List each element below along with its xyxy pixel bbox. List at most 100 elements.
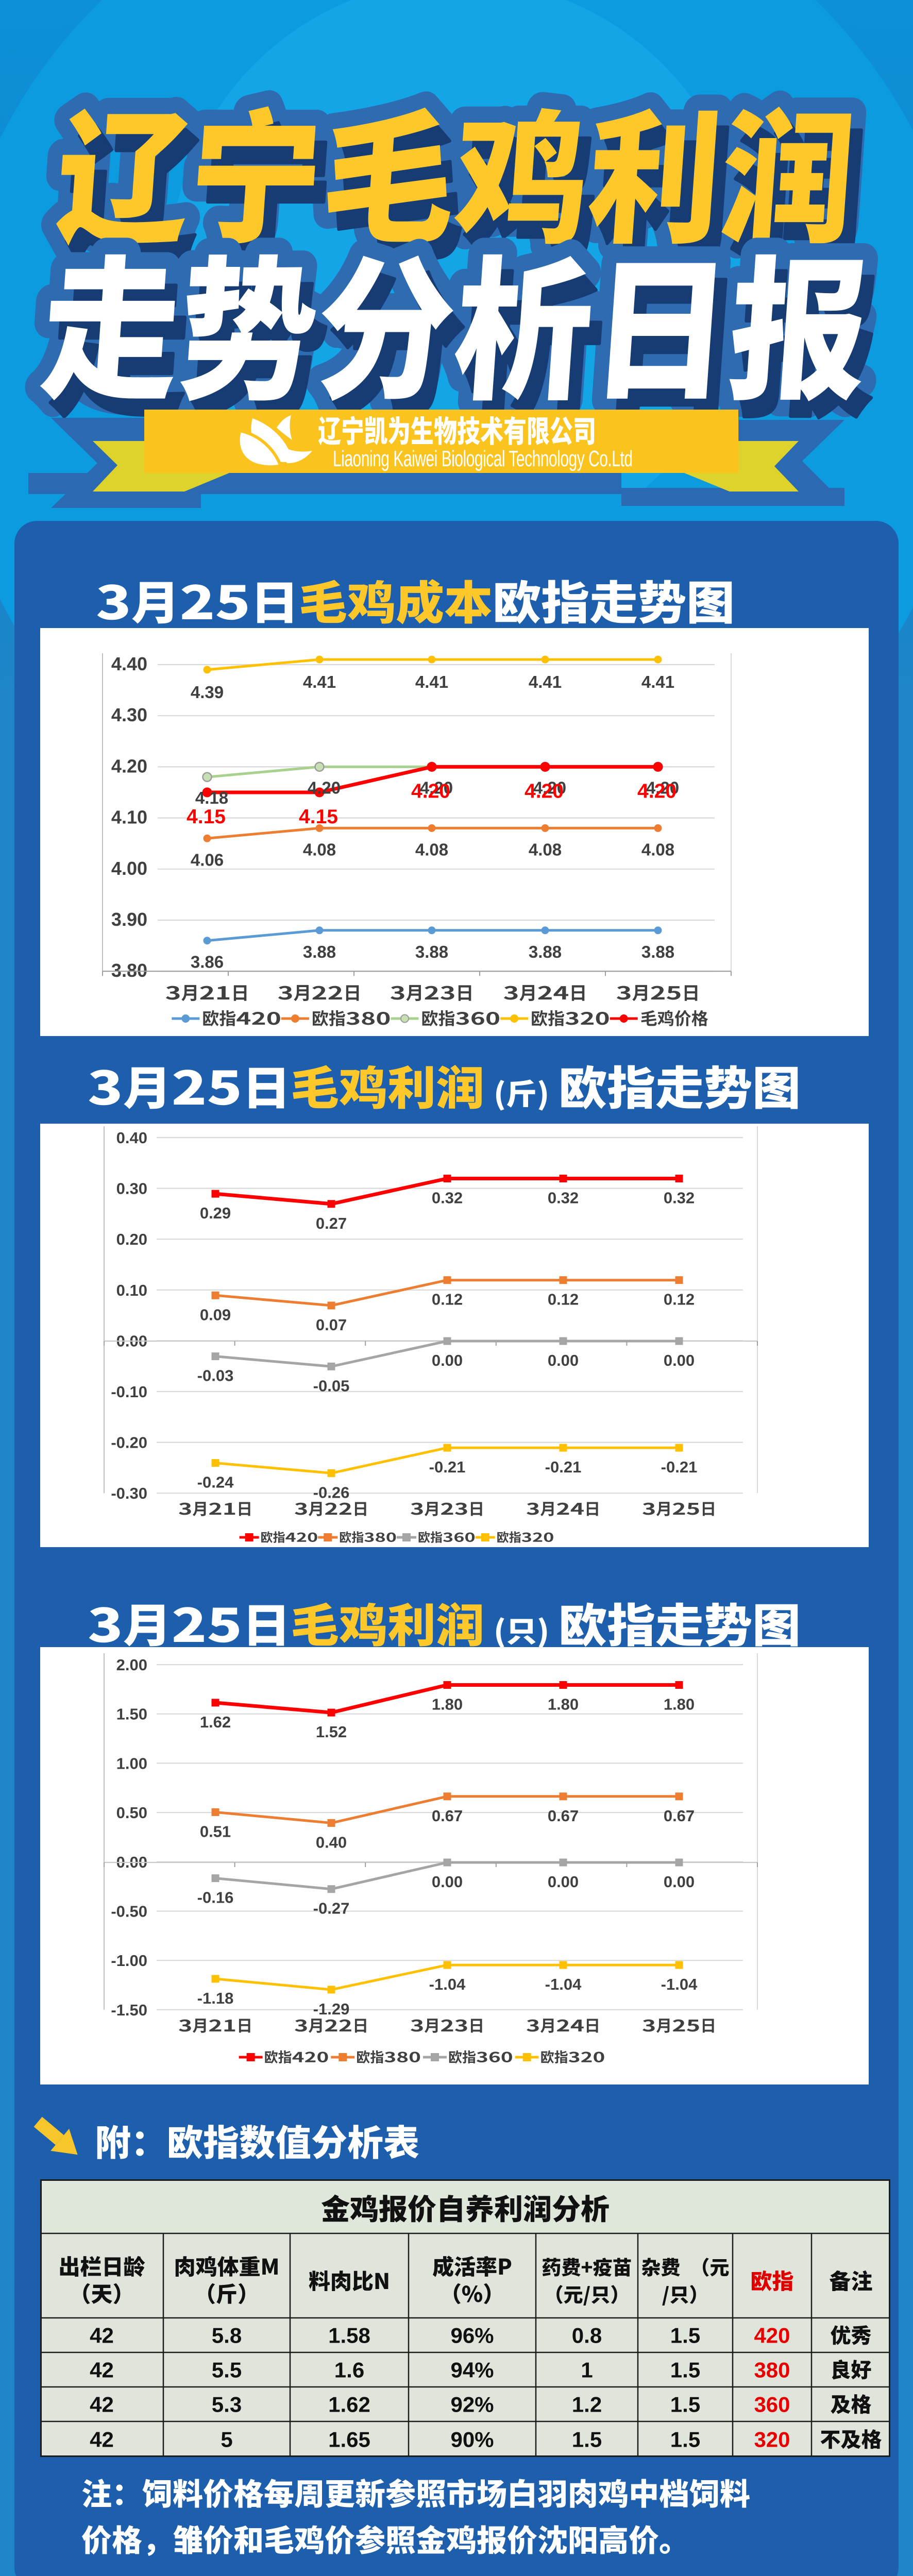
svg-text:Liaoning Kaiwei Biological Tec: Liaoning Kaiwei Biological Technology Co…	[333, 446, 633, 471]
svg-text:1.5: 1.5	[670, 2358, 700, 2382]
svg-text:5.8: 5.8	[212, 2324, 242, 2348]
svg-text:-0.10: -0.10	[111, 1383, 147, 1401]
svg-text:-0.30: -0.30	[111, 1484, 147, 1502]
svg-text:3.80: 3.80	[111, 960, 147, 981]
svg-text:3.88: 3.88	[303, 942, 336, 961]
svg-text:-0.20: -0.20	[111, 1434, 147, 1452]
svg-text:1.2: 1.2	[572, 2393, 602, 2417]
svg-text:-1.00: -1.00	[111, 1952, 147, 1970]
svg-text:1.6: 1.6	[334, 2358, 364, 2382]
svg-text:1.5: 1.5	[572, 2428, 602, 2452]
svg-text:0.12: 0.12	[664, 1291, 695, 1309]
svg-text:42: 42	[90, 2428, 114, 2452]
svg-text:2.00: 2.00	[116, 1656, 147, 1674]
svg-text:3.88: 3.88	[529, 942, 562, 961]
svg-text:-1.18: -1.18	[197, 1989, 234, 2007]
svg-text:320: 320	[754, 2428, 790, 2452]
svg-text:0.00: 0.00	[432, 1351, 463, 1369]
svg-text:-1.29: -1.29	[313, 2000, 350, 2018]
svg-text:1.80: 1.80	[548, 1695, 579, 1713]
svg-text:1.50: 1.50	[116, 1705, 147, 1723]
svg-text:4.20: 4.20	[111, 755, 147, 776]
svg-text:4.08: 4.08	[641, 840, 674, 859]
svg-text:0.10: 0.10	[116, 1281, 147, 1299]
svg-text:4.39: 4.39	[191, 683, 224, 702]
svg-text:1.58: 1.58	[328, 2324, 370, 2348]
svg-text:0.00: 0.00	[664, 1873, 695, 1891]
svg-text:1.62: 1.62	[328, 2393, 370, 2417]
svg-text:1.52: 1.52	[316, 1723, 347, 1741]
svg-text:4.20: 4.20	[308, 778, 341, 797]
svg-text:4.06: 4.06	[191, 850, 224, 869]
svg-text:0.00: 0.00	[664, 1351, 695, 1369]
svg-text:4.20: 4.20	[420, 778, 453, 797]
svg-text:1.5: 1.5	[670, 2428, 700, 2452]
svg-text:0.32: 0.32	[548, 1189, 579, 1207]
svg-text:0.40: 0.40	[116, 1129, 147, 1147]
svg-text:4.08: 4.08	[529, 840, 562, 859]
svg-text:42: 42	[90, 2324, 114, 2348]
svg-text:42: 42	[90, 2358, 114, 2382]
svg-text:-1.04: -1.04	[429, 1975, 466, 1993]
svg-text:4.18: 4.18	[195, 788, 228, 807]
svg-text:-0.03: -0.03	[197, 1367, 234, 1385]
svg-text:-0.21: -0.21	[545, 1458, 582, 1476]
svg-text:4.15: 4.15	[187, 806, 226, 828]
svg-text:42: 42	[90, 2393, 114, 2417]
svg-text:4.08: 4.08	[303, 840, 336, 859]
svg-text:4.08: 4.08	[415, 840, 448, 859]
svg-text:0.12: 0.12	[432, 1291, 463, 1309]
svg-text:0.27: 0.27	[316, 1214, 347, 1232]
svg-text:0.00: 0.00	[548, 1873, 579, 1891]
svg-text:4.41: 4.41	[641, 672, 674, 691]
svg-text:0.50: 0.50	[116, 1804, 147, 1822]
svg-text:4.00: 4.00	[111, 858, 147, 879]
svg-text:4.40: 4.40	[111, 653, 147, 674]
svg-text:4.30: 4.30	[111, 704, 147, 725]
svg-text:1.80: 1.80	[432, 1695, 463, 1713]
svg-text:4.15: 4.15	[299, 806, 338, 828]
svg-text:-0.26: -0.26	[313, 1483, 350, 1501]
svg-text:-0.50: -0.50	[111, 1903, 147, 1921]
svg-text:1.5: 1.5	[670, 2324, 700, 2348]
svg-text:3.88: 3.88	[641, 942, 674, 961]
svg-text:4.20: 4.20	[411, 780, 450, 802]
svg-text:-0.27: -0.27	[313, 1900, 350, 1918]
svg-text:0.29: 0.29	[200, 1204, 231, 1222]
svg-text:0.32: 0.32	[664, 1189, 695, 1207]
svg-text:-0.05: -0.05	[313, 1377, 350, 1395]
svg-text:4.41: 4.41	[529, 672, 562, 691]
svg-text:4.41: 4.41	[415, 672, 448, 691]
svg-text:1.62: 1.62	[200, 1713, 231, 1731]
svg-text:0.8: 0.8	[572, 2324, 602, 2348]
svg-text:0.09: 0.09	[200, 1306, 231, 1324]
svg-text:0.67: 0.67	[664, 1807, 695, 1825]
svg-text:96%: 96%	[450, 2324, 494, 2348]
svg-text:92%: 92%	[450, 2393, 494, 2417]
svg-text:1.80: 1.80	[664, 1695, 695, 1713]
svg-text:0.51: 0.51	[200, 1822, 231, 1840]
svg-text:5.5: 5.5	[212, 2358, 242, 2382]
svg-text:1.65: 1.65	[328, 2428, 370, 2452]
svg-text:3.90: 3.90	[111, 909, 147, 930]
svg-text:4.20: 4.20	[646, 778, 679, 797]
svg-text:0.20: 0.20	[116, 1230, 147, 1248]
svg-text:4.20: 4.20	[637, 780, 677, 802]
svg-text:380: 380	[754, 2358, 790, 2382]
svg-text:4.10: 4.10	[111, 807, 147, 828]
svg-text:-1.50: -1.50	[111, 2001, 147, 2019]
svg-text:0.67: 0.67	[432, 1807, 463, 1825]
svg-text:3.88: 3.88	[415, 942, 448, 961]
svg-text:-1.04: -1.04	[545, 1975, 582, 1993]
svg-text:4.41: 4.41	[303, 672, 336, 691]
svg-text:5: 5	[221, 2428, 232, 2452]
svg-text:-0.16: -0.16	[197, 1889, 234, 1907]
svg-text:0.32: 0.32	[432, 1189, 463, 1207]
svg-text:4.20: 4.20	[525, 780, 564, 802]
svg-text:-0.21: -0.21	[661, 1458, 698, 1476]
svg-text:0.00: 0.00	[548, 1351, 579, 1369]
svg-text:0.30: 0.30	[116, 1180, 147, 1198]
svg-text:1: 1	[581, 2358, 593, 2382]
svg-text:-0.24: -0.24	[197, 1473, 234, 1492]
svg-text:1.00: 1.00	[116, 1754, 147, 1772]
